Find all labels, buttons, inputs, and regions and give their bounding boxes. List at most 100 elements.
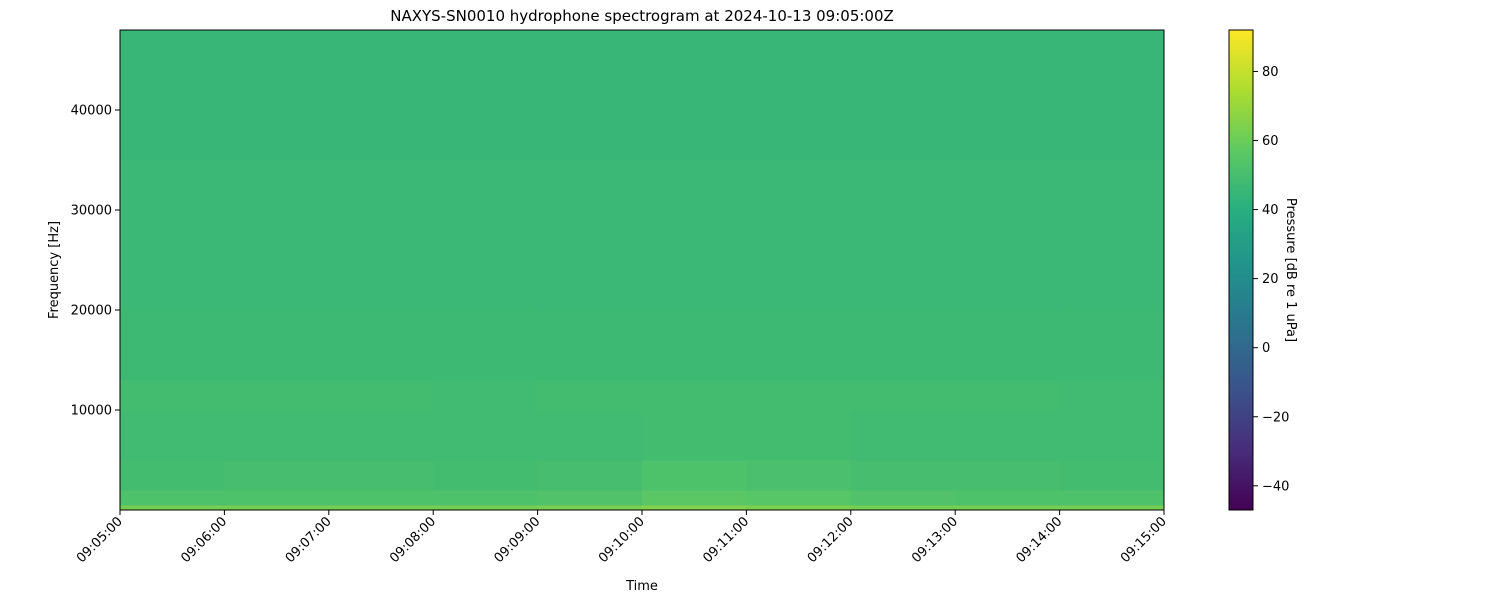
heatmap-cell [850, 380, 956, 411]
heatmap-cell [955, 490, 1061, 506]
heatmap-cell [1059, 410, 1165, 461]
heatmap-cell [955, 380, 1061, 411]
heatmap-cell [328, 505, 434, 511]
heatmap-cell [850, 310, 956, 381]
x-tick-label: 09:12:00 [805, 514, 857, 566]
x-tick-label: 09:09:00 [492, 514, 544, 566]
heatmap-cell [537, 30, 643, 161]
heatmap-cell [850, 505, 956, 511]
heatmap-cell [642, 505, 747, 511]
heatmap-cell [1059, 310, 1165, 381]
heatmap-cell [224, 410, 330, 461]
heatmap-cell [537, 380, 643, 411]
heatmap-cell [224, 490, 330, 506]
colorbar-label: Pressure [dB re 1 uPa] [1283, 198, 1298, 342]
heatmap-cell [955, 410, 1061, 461]
heatmap-cell [955, 160, 1061, 311]
heatmap-cell [746, 30, 852, 161]
y-tick-label: 30000 [71, 204, 112, 219]
heatmap-cell [1059, 490, 1165, 506]
heatmap-cell [1059, 380, 1165, 411]
heatmap-cell [328, 310, 434, 381]
heatmap-cell [746, 410, 852, 461]
colorbar-tick-label: −20 [1262, 410, 1289, 425]
colorbar-tick-label: 20 [1262, 272, 1279, 287]
heatmap-cell [642, 490, 747, 506]
heatmap-cell [224, 380, 330, 411]
y-axis-label: Frequency [Hz] [47, 221, 62, 319]
heatmap-cell [537, 410, 643, 461]
x-tick-label: 09:07:00 [283, 514, 335, 566]
colorbar-tick-label: 40 [1262, 203, 1279, 218]
heatmap-cell [328, 410, 434, 461]
x-tick-label: 09:11:00 [700, 514, 752, 566]
x-tick-label: 09:15:00 [1118, 514, 1170, 566]
heatmap-cell [746, 460, 852, 491]
heatmap-cell [328, 30, 434, 161]
heatmap-cell [955, 505, 1061, 511]
heatmap-cell [224, 30, 330, 161]
heatmap-cell [537, 460, 643, 491]
x-tick-label: 09:05:00 [74, 514, 126, 566]
colorbar-tick-label: 0 [1262, 341, 1270, 356]
chart-title: NAXYS-SN0010 hydrophone spectrogram at 2… [390, 7, 894, 25]
heatmap-cell [850, 30, 956, 161]
heatmap-cell [642, 460, 747, 491]
heatmap-cell [433, 410, 539, 461]
colorbar-axis: −40 −20 0 20 40 60 80 [1253, 65, 1289, 494]
y-tick-label: 40000 [71, 104, 112, 119]
y-tick-label: 20000 [71, 304, 112, 319]
heatmap-cell [120, 460, 225, 491]
heatmap-cell [433, 310, 539, 381]
heatmap-cell [433, 30, 539, 161]
heatmap-cell [433, 505, 539, 511]
heatmap-cell [537, 160, 643, 311]
heatmap-cells [120, 30, 1165, 511]
colorbar-tick-label: −40 [1262, 479, 1289, 494]
heatmap-cell [537, 490, 643, 506]
x-tick-label: 09:10:00 [596, 514, 648, 566]
heatmap-cell [120, 410, 225, 461]
colorbar-tick-label: 60 [1262, 134, 1279, 149]
heatmap-cell [955, 30, 1061, 161]
heatmap-cell [328, 160, 434, 311]
colorbar-tick-label: 80 [1262, 65, 1279, 80]
heatmap-cell [224, 310, 330, 381]
heatmap-cell [537, 505, 643, 511]
heatmap-cell [433, 160, 539, 311]
heatmap-cell [120, 310, 225, 381]
x-tick-label: 09:08:00 [387, 514, 439, 566]
heatmap-cell [1059, 460, 1165, 491]
heatmap-cell [746, 380, 852, 411]
heatmap-cell [746, 160, 852, 311]
heatmap-cell [642, 310, 747, 381]
heatmap-cell [642, 410, 747, 461]
heatmap-cell [328, 380, 434, 411]
heatmap-cell [642, 30, 747, 161]
heatmap-cell [1059, 30, 1165, 161]
heatmap-cell [328, 460, 434, 491]
x-tick-label: 09:13:00 [909, 514, 961, 566]
heatmap-cell [433, 460, 539, 491]
heatmap-cell [955, 460, 1061, 491]
heatmap-cell [746, 490, 852, 506]
colorbar [1228, 29, 1254, 511]
heatmap-cell [1059, 160, 1165, 311]
heatmap-cell [850, 410, 956, 461]
heatmap-cell [746, 310, 852, 381]
heatmap-cell [224, 460, 330, 491]
heatmap-cell [120, 505, 225, 511]
x-tick-label: 09:06:00 [178, 514, 230, 566]
heatmap-cell [433, 490, 539, 506]
heatmap-cell [224, 160, 330, 311]
heatmap-cell [537, 310, 643, 381]
heatmap-cell [120, 380, 225, 411]
heatmap-cell [120, 160, 225, 311]
heatmap-cell [328, 490, 434, 506]
heatmap-cell [120, 30, 225, 161]
heatmap-cell [120, 490, 225, 506]
heatmap-cell [1059, 505, 1165, 511]
x-axis-label: Time [625, 579, 658, 594]
heatmap-cell [642, 160, 747, 311]
